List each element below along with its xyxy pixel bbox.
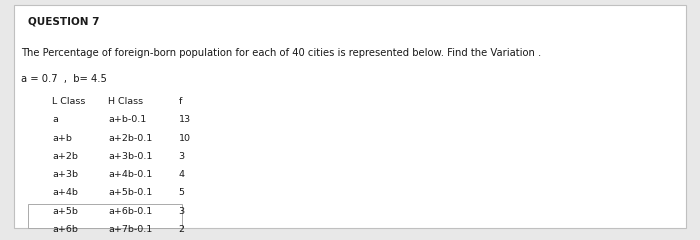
Text: a+4b: a+4b [52, 188, 78, 197]
Text: 13: 13 [178, 115, 190, 124]
Text: 2: 2 [178, 225, 185, 234]
Text: a+6b-0.1: a+6b-0.1 [108, 207, 153, 216]
Text: QUESTION 7: QUESTION 7 [28, 17, 99, 27]
Text: a+b-0.1: a+b-0.1 [108, 115, 147, 124]
Text: 3: 3 [178, 152, 185, 161]
Text: H Class: H Class [108, 97, 144, 106]
Text: 5: 5 [178, 188, 185, 197]
Text: a+2b-0.1: a+2b-0.1 [108, 134, 153, 143]
Text: a+4b-0.1: a+4b-0.1 [108, 170, 153, 179]
Text: a+5b-0.1: a+5b-0.1 [108, 188, 153, 197]
Text: a+2b: a+2b [52, 152, 78, 161]
Text: a = 0.7  ,  b= 4.5: a = 0.7 , b= 4.5 [21, 74, 107, 84]
Text: L Class: L Class [52, 97, 86, 106]
Text: a+5b: a+5b [52, 207, 78, 216]
Text: a+b: a+b [52, 134, 72, 143]
Text: a+3b-0.1: a+3b-0.1 [108, 152, 153, 161]
FancyBboxPatch shape [28, 204, 182, 228]
FancyBboxPatch shape [14, 5, 686, 228]
Text: 4: 4 [178, 170, 185, 179]
Text: a: a [52, 115, 58, 124]
Text: a+7b-0.1: a+7b-0.1 [108, 225, 153, 234]
Text: 3: 3 [178, 207, 185, 216]
Text: a+6b: a+6b [52, 225, 78, 234]
Text: 10: 10 [178, 134, 190, 143]
Text: The Percentage of foreign-born population for each of 40 cities is represented b: The Percentage of foreign-born populatio… [21, 48, 541, 58]
Text: f: f [178, 97, 182, 106]
Text: a+3b: a+3b [52, 170, 78, 179]
